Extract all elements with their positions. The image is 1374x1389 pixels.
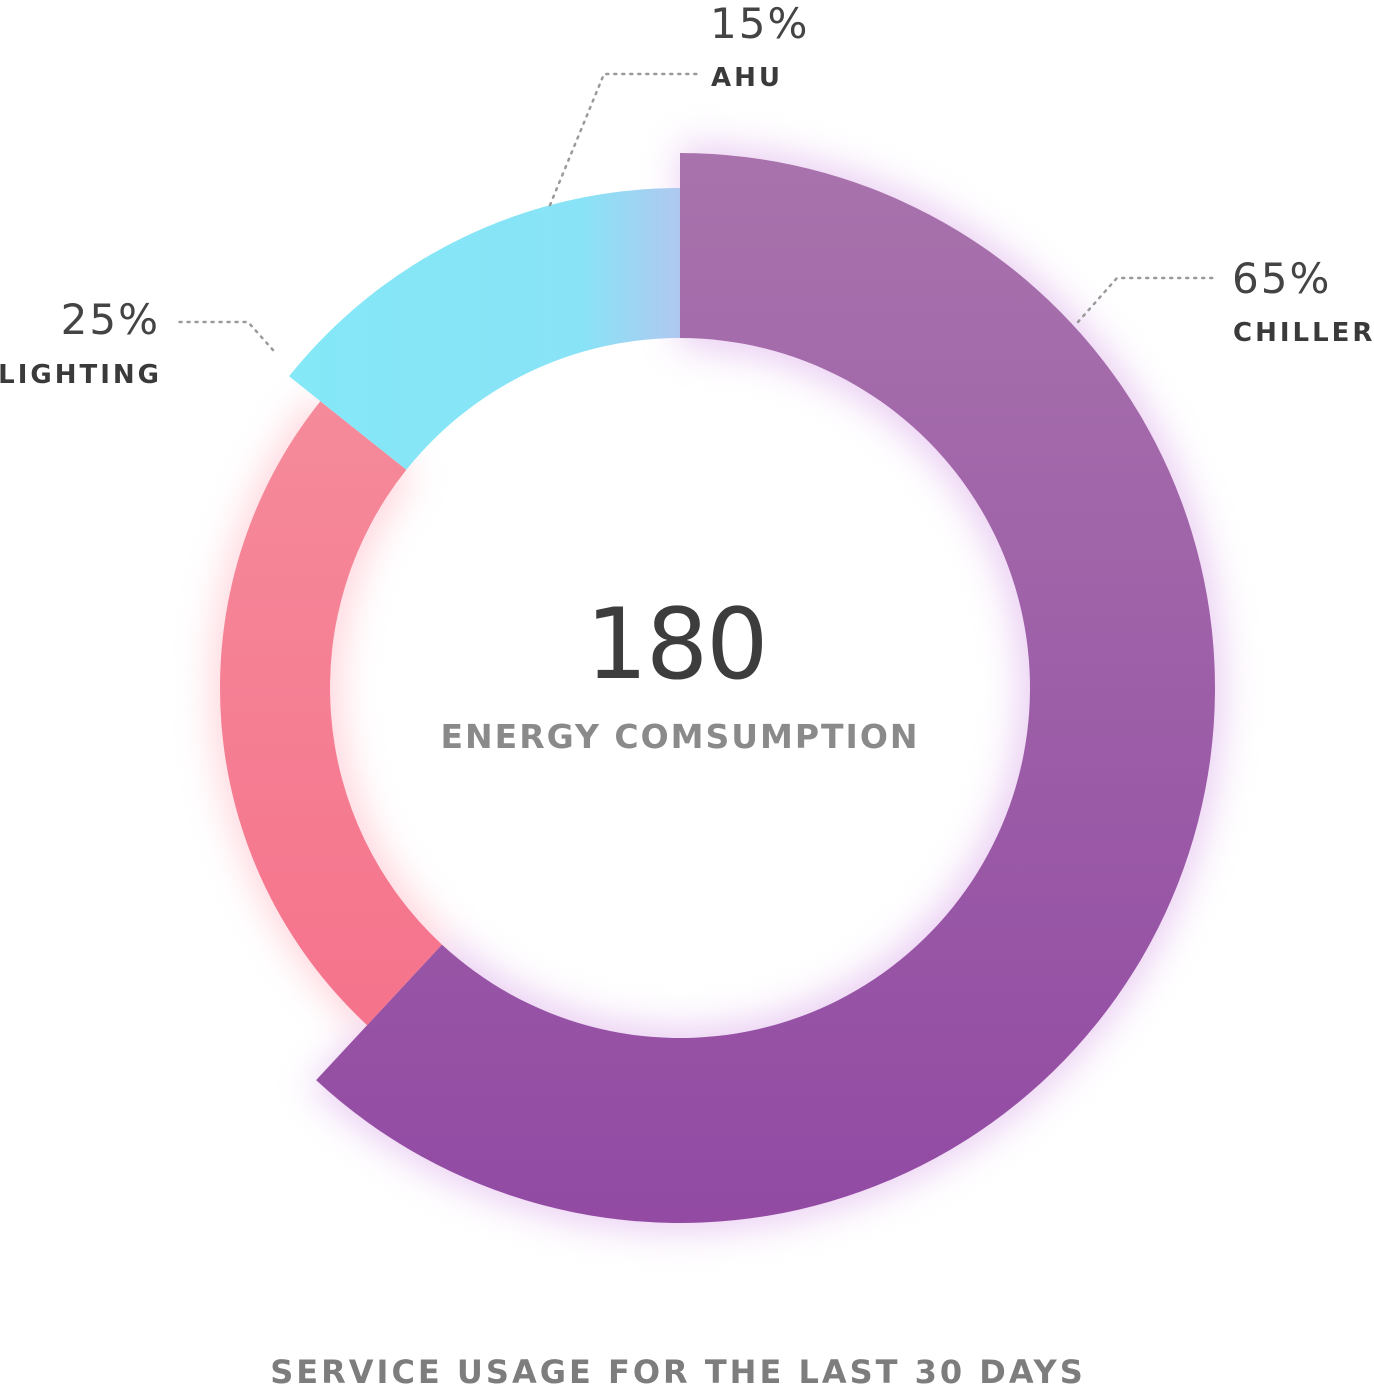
center-label: ENERGY COMSUMPTION: [440, 717, 919, 756]
slice-name-lighting: LIGHTING: [0, 360, 162, 390]
slices-layer: [220, 153, 1216, 1223]
slice-name-chiller: CHILLER: [1233, 318, 1374, 348]
slice-percent-lighting: 25%: [61, 295, 160, 344]
center-value: 180: [585, 588, 766, 702]
leader-lines: [176, 72, 1216, 352]
leader-line-ahu: [548, 72, 699, 207]
slice-labels: 65% CHILLER 25% LIGHTING 15% AHU: [0, 0, 1374, 390]
chart-caption: SERVICE USAGE FOR THE LAST 30 DAYS: [270, 1353, 1086, 1389]
leader-line-lighting: [176, 320, 275, 352]
slice-name-ahu: AHU: [711, 63, 783, 93]
slice-chiller[interactable]: [316, 153, 1216, 1223]
slice-percent-chiller: 65%: [1232, 254, 1331, 303]
slice-ahu[interactable]: [289, 187, 680, 470]
slice-lighting[interactable]: [220, 401, 442, 1026]
slice-percent-ahu: 15%: [710, 0, 809, 48]
leader-line-chiller: [1076, 276, 1216, 324]
